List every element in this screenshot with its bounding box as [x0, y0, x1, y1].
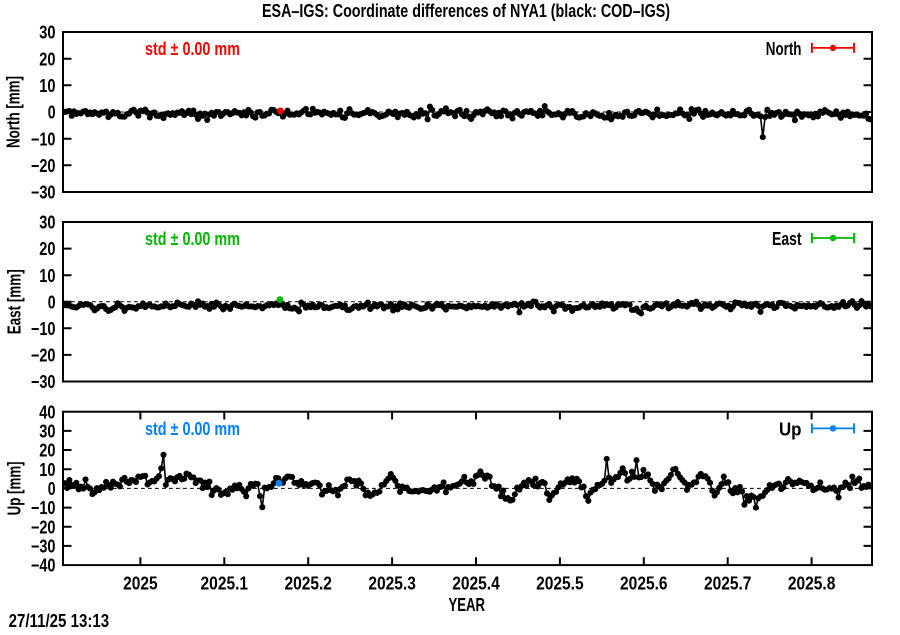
svg-text:North: North — [766, 39, 802, 59]
svg-text:40: 40 — [39, 402, 55, 422]
svg-text:−10: −10 — [31, 498, 56, 518]
svg-text:North [mm]: North [mm] — [4, 76, 24, 148]
svg-text:10: 10 — [39, 76, 55, 96]
svg-text:10: 10 — [39, 460, 55, 480]
svg-text:2025.3: 2025.3 — [368, 573, 416, 593]
svg-text:std ± 0.00 mm: std ± 0.00 mm — [145, 229, 240, 249]
svg-text:−30: −30 — [31, 183, 56, 203]
svg-text:2025.8: 2025.8 — [788, 573, 836, 593]
svg-text:YEAR: YEAR — [448, 595, 485, 615]
svg-text:−20: −20 — [31, 156, 56, 176]
svg-text:−20: −20 — [31, 517, 56, 537]
svg-text:0: 0 — [48, 103, 56, 123]
svg-text:10: 10 — [39, 266, 55, 286]
svg-text:20: 20 — [39, 441, 55, 461]
svg-text:0: 0 — [48, 292, 56, 312]
svg-text:2025.6: 2025.6 — [620, 573, 668, 593]
svg-text:−30: −30 — [31, 372, 56, 392]
svg-text:Up [mm]: Up [mm] — [5, 461, 25, 515]
svg-text:20: 20 — [39, 49, 55, 69]
svg-text:30: 30 — [39, 422, 55, 442]
svg-text:East [mm]: East [mm] — [5, 269, 25, 334]
svg-text:20: 20 — [39, 239, 55, 259]
svg-text:2025.4: 2025.4 — [452, 573, 500, 593]
svg-text:−40: −40 — [31, 556, 56, 576]
svg-text:2025.7: 2025.7 — [704, 573, 752, 593]
svg-text:2025: 2025 — [123, 573, 158, 593]
svg-text:−30: −30 — [31, 537, 56, 557]
svg-text:Up: Up — [779, 419, 802, 439]
svg-text:East: East — [772, 229, 802, 249]
svg-text:−10: −10 — [31, 129, 56, 149]
svg-text:30: 30 — [39, 213, 55, 233]
svg-text:2025.5: 2025.5 — [536, 573, 584, 593]
svg-text:std ± 0.00 mm: std ± 0.00 mm — [145, 419, 240, 439]
svg-text:27/11/25 13:13: 27/11/25 13:13 — [9, 611, 110, 630]
svg-text:2025.1: 2025.1 — [201, 573, 249, 593]
svg-text:ESA–IGS: Coordinate difference: ESA–IGS: Coordinate differences of NYA1 … — [262, 1, 670, 21]
svg-text:2025.2: 2025.2 — [284, 573, 332, 593]
svg-text:30: 30 — [39, 23, 55, 43]
svg-text:−10: −10 — [31, 319, 56, 339]
svg-text:0: 0 — [48, 479, 56, 499]
svg-text:std ± 0.00 mm: std ± 0.00 mm — [145, 39, 240, 59]
svg-text:−20: −20 — [31, 346, 56, 366]
